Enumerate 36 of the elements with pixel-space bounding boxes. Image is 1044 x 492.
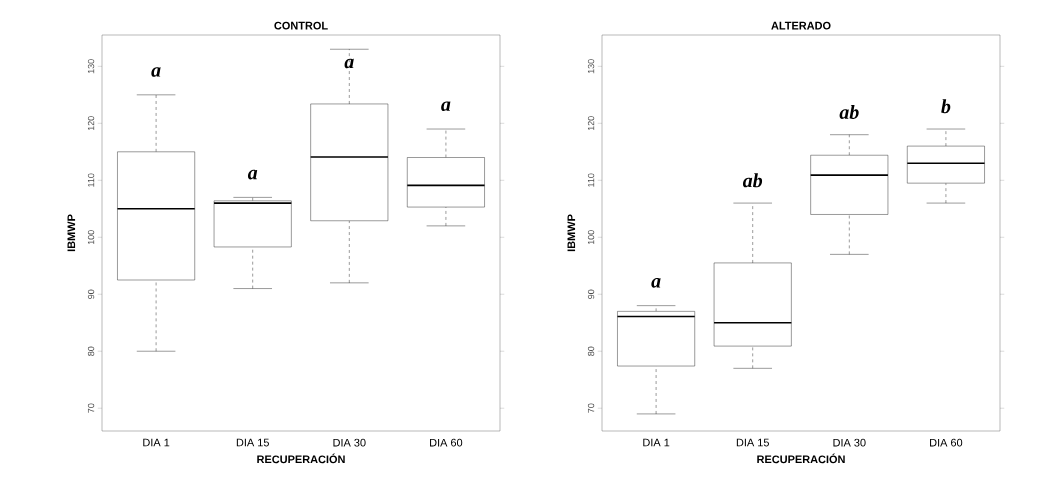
y-tick-label: 70 [87, 403, 95, 413]
annotation: a [651, 278, 661, 288]
x-axis-title: RECUPERACIÓN [757, 453, 845, 464]
y-tick-label: 80 [87, 346, 95, 356]
chart-title: CONTROL [274, 21, 328, 30]
x-tick-label: DIA 30 [333, 438, 366, 447]
y-tick-label: 100 [587, 230, 595, 245]
y-tick-label: 80 [587, 346, 595, 356]
x-tick-label: DIA 60 [430, 438, 463, 447]
x-axis-title: RECUPERACIÓN [257, 453, 345, 464]
annotation: a [247, 169, 258, 180]
annotation: ab [742, 173, 763, 188]
y-tick-label: 130 [587, 59, 595, 74]
x-tick-label: DIA 1 [643, 438, 670, 447]
y-tick-label: 120 [587, 116, 595, 131]
y-tick-label: 70 [587, 403, 595, 413]
annotation: a [344, 58, 354, 69]
y-tick-label: 110 [587, 173, 595, 187]
annotation: a [441, 101, 451, 112]
y-tick-label: 90 [587, 289, 595, 299]
x-tick-label: DIA 30 [833, 438, 866, 447]
y-axis-title: IBMWP [67, 214, 76, 252]
annotation: ab [839, 104, 859, 119]
y-tick-label: 130 [87, 59, 95, 74]
y-tick-label: 120 [87, 116, 95, 131]
x-tick-label: DIA 1 [143, 438, 170, 447]
y-tick-label: 110 [87, 173, 95, 187]
annotation: a [151, 67, 161, 77]
y-tick-label: 90 [87, 289, 95, 299]
x-tick-label: DIA 60 [930, 438, 963, 447]
annotation: b [941, 99, 951, 114]
y-axis-title: IBMWP [567, 214, 576, 252]
x-tick-label: DIA 15 [736, 438, 769, 447]
chart-title: ALTERADO [771, 21, 831, 30]
x-tick-label: DIA 15 [236, 438, 269, 447]
y-tick-label: 100 [87, 230, 95, 245]
